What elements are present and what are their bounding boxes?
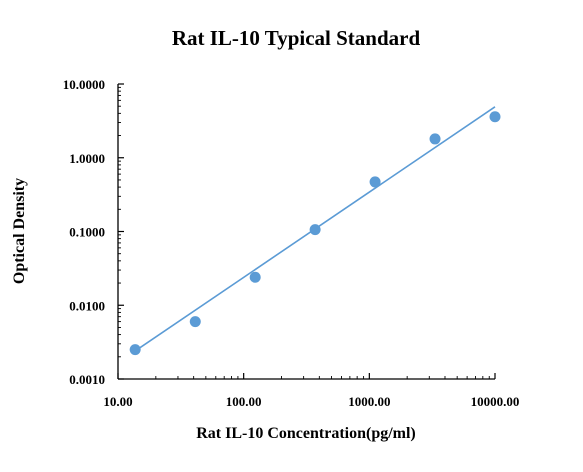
axes [117,84,495,380]
chart-title: Rat IL-10 Typical Standard [172,26,421,50]
data-point [129,344,141,356]
y-tick-label: 0.0100 [69,298,105,313]
data-point [369,176,381,188]
x-tick-label: 100.00 [226,394,262,409]
ticks: 10.00 100.00 1000.00 10000.00 0.0010 0.0100 0.… [63,77,520,409]
x-tick-label: 10000.00 [471,394,520,409]
x-axis-label: Rat IL-10 Concentration(pg/ml) [196,425,416,442]
x-tick-label: 1000.00 [348,394,390,409]
y-tick-label: 0.1000 [69,225,105,240]
data-point [489,111,501,123]
data-point [309,224,321,236]
data-point [249,271,261,283]
data-points [129,111,501,356]
data-point [429,133,441,145]
y-tick-label: 0.0010 [69,372,105,387]
data-point [189,316,201,328]
y-axis-label: Optical Density [11,178,28,284]
x-tick-label: 10.00 [103,394,132,409]
y-tick-label: 1.0000 [69,151,105,166]
y-tick-label: 10.0000 [63,77,105,92]
